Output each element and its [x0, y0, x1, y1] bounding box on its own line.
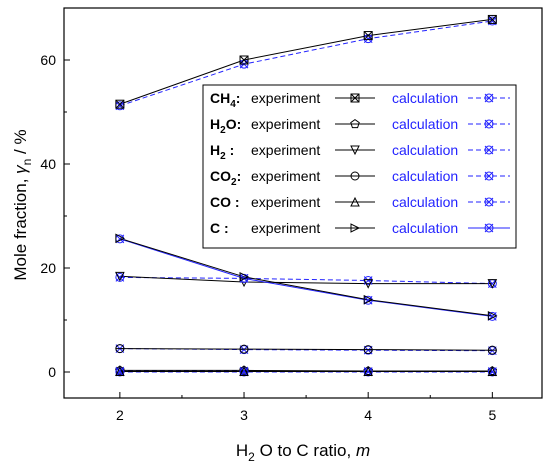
legend-entry: H2 : experiment calculation [210, 142, 510, 162]
y-tick-label: 0 [48, 364, 56, 380]
legend-exp-label: experiment [251, 142, 320, 158]
legend-entry: C : experiment calculation [210, 220, 510, 236]
point-exp-co [363, 366, 373, 376]
x-tick-label: 3 [240, 407, 248, 423]
legend-calc-label: calculation [392, 116, 458, 132]
legend-exp-label: experiment [251, 194, 320, 210]
legend-species: CO2: [210, 168, 241, 188]
legend-entry: CH4: experiment calculation [210, 90, 510, 110]
point-exp-c [487, 311, 498, 321]
series-line-calc-h2 [119, 276, 493, 285]
legend-species: H2 : [210, 142, 234, 162]
series-line-exp-ch4 [119, 18, 493, 105]
x-tick-label: 2 [116, 407, 124, 423]
legend-exp-marker [350, 196, 360, 207]
legend-exp-marker [350, 223, 361, 233]
point-exp-h2 [115, 271, 125, 282]
series-line-exp-co2 [119, 348, 493, 351]
legend-calc-label: calculation [392, 90, 458, 106]
point-exp-co [487, 366, 498, 376]
point-exp-co2 [487, 345, 497, 355]
legend-species: C : [210, 220, 229, 236]
axis-ticks: 2 3 4 5 0 20 40 60 [40, 52, 496, 423]
series-markers [115, 14, 498, 377]
legend: CH4: experiment calculation H2O: experiment… [202, 84, 517, 249]
point-exp-ch4 [239, 55, 249, 65]
legend-box [202, 84, 517, 249]
point-exp-h2 [363, 279, 373, 289]
point-exp-c [363, 294, 374, 305]
legend-exp-marker [350, 145, 360, 156]
series-line-exp-h2o [119, 369, 493, 372]
legend-species: CO : [210, 194, 240, 210]
legend-calc-label: calculation [392, 168, 458, 184]
point-exp-co2 [239, 344, 249, 354]
legend-calc-marker [484, 223, 494, 233]
legend-entry: CO : experiment calculation [210, 194, 510, 210]
point-exp-h2 [487, 279, 498, 289]
legend-exp-label: experiment [251, 168, 320, 184]
legend-calc-label: calculation [392, 194, 458, 210]
series-lines [119, 18, 493, 373]
legend-exp-marker [350, 118, 360, 129]
series-line-calc-c [119, 238, 493, 317]
series-line-calc-ch4 [119, 20, 493, 107]
series-line-calc-co2 [119, 348, 493, 352]
point-exp-c [239, 272, 250, 282]
legend-calc-marker [484, 197, 494, 207]
point-exp-co2 [115, 344, 125, 354]
plot-frame [63, 7, 543, 399]
legend-species: H2O: [210, 116, 241, 136]
x-axis-label: H2 O to C ratio, m [236, 441, 370, 464]
legend-calc-label: calculation [392, 142, 458, 158]
legend-calc-label: calculation [392, 220, 458, 236]
legend-exp-label: experiment [251, 90, 320, 106]
point-exp-co2 [363, 345, 373, 355]
legend-entry: CO2: experiment calculation [210, 168, 510, 188]
legend-entry: H2O: experiment calculation [210, 116, 510, 136]
series-line-exp-c [119, 237, 493, 317]
point-exp-ch4 [487, 14, 497, 24]
point-exp-c [115, 233, 125, 244]
x-tick-label: 4 [364, 407, 372, 423]
legend-species: CH4: [210, 90, 240, 110]
point-exp-co [239, 366, 249, 376]
legend-exp-marker [350, 93, 360, 103]
y-tick-label: 20 [40, 260, 56, 276]
series-line-exp-h2 [119, 275, 493, 285]
legend-exp-label: experiment [251, 220, 320, 236]
legend-calc-marker [484, 171, 494, 181]
point-exp-co [115, 366, 125, 376]
legend-exp-label: experiment [251, 116, 320, 132]
legend-calc-marker [484, 145, 494, 155]
y-axis-label: Mole fraction, γn / % [11, 129, 34, 280]
point-exp-ch4 [363, 31, 373, 41]
legend-exp-marker [350, 171, 360, 181]
y-tick-label: 60 [40, 52, 56, 68]
point-exp-ch4 [115, 99, 125, 109]
y-tick-label: 40 [40, 156, 56, 172]
legend-calc-marker [484, 119, 494, 129]
x-tick-label: 5 [488, 407, 496, 423]
legend-calc-marker [484, 93, 494, 103]
